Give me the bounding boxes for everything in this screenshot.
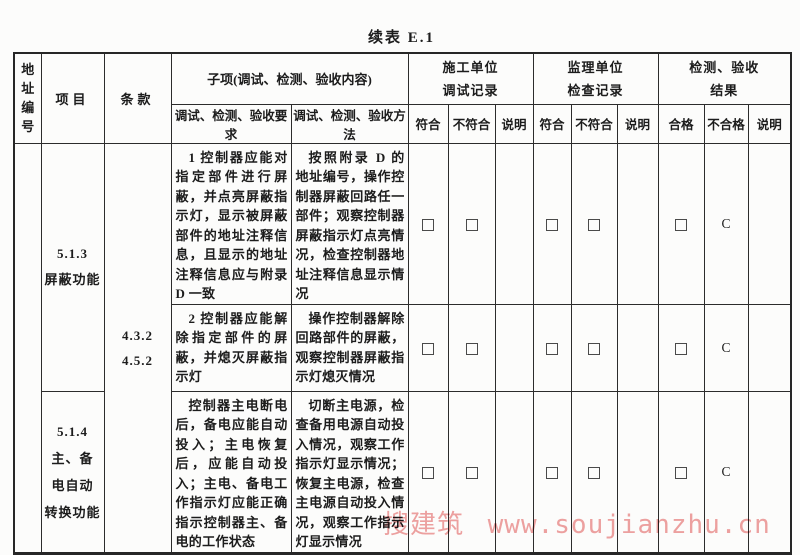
requirement-cell: 1 控制器应能对指定部件进行屏蔽，并点亮屏蔽指示灯，显示被屏蔽部件的地址注释信息… <box>170 142 292 305</box>
construction-conform-cell <box>407 303 449 392</box>
project-code: 5.1.4 <box>57 423 88 439</box>
result-category: C <box>721 339 731 355</box>
supervision-conform-cell <box>532 142 572 305</box>
inspection-record-table: 地址编号 项目 条款 子项(调试、检测、验收内容) 施工单位 调试记录 监理单位… <box>13 52 793 555</box>
header-result-pass: 合格 <box>657 103 705 144</box>
construction-note-cell <box>494 390 534 554</box>
header-requirement: 调试、检测、验收要求 <box>170 103 292 144</box>
header-construction-nonconform: 不符合 <box>447 103 496 144</box>
supervision-note-cell <box>616 142 659 305</box>
checkbox-icon[interactable] <box>675 466 688 479</box>
result-note-cell <box>747 390 792 554</box>
construction-nonconform-cell <box>447 142 496 305</box>
header-address-label: 地址编号 <box>21 62 35 135</box>
supervision-nonconform-cell <box>570 142 618 305</box>
header-clause: 条款 <box>103 52 172 144</box>
supervision-conform-cell <box>532 390 572 554</box>
method-cell: 切断主电源，检查备用电源自动投入情况，观察工作指示灯显示情况；恢复主电源，检查主… <box>290 390 409 554</box>
header-project: 项目 <box>40 52 105 144</box>
checkbox-icon[interactable] <box>465 342 478 355</box>
checkbox-icon[interactable] <box>546 342 559 355</box>
result-note-cell <box>747 142 792 305</box>
checkbox-icon[interactable] <box>465 466 478 479</box>
supervision-note-cell <box>616 303 659 392</box>
address-number-cell <box>13 142 42 554</box>
header-supervision-unit: 监理单位 检查记录 <box>532 52 659 105</box>
checkbox-icon[interactable] <box>422 218 435 231</box>
result-note-cell <box>747 303 792 392</box>
supervision-note-cell <box>616 390 659 554</box>
header-result-fail: 不合格 <box>703 103 749 144</box>
result-pass-cell <box>657 303 705 392</box>
watermark: 搜建筑 www.soujianzhu.cn <box>383 510 771 540</box>
checkbox-icon[interactable] <box>588 218 601 231</box>
construction-conform-cell <box>407 142 449 305</box>
header-supervision-note: 说明 <box>616 103 659 144</box>
result-fail-cell: C <box>703 303 749 392</box>
header-result-line2: 结果 <box>710 82 739 98</box>
checkbox-icon[interactable] <box>546 218 559 231</box>
requirement-cell: 2 控制器应能解除指定部件的屏蔽，并熄灭屏蔽指示灯 <box>170 303 292 392</box>
page-title: 续表 E.1 <box>367 30 435 46</box>
checkbox-icon[interactable] <box>465 218 478 231</box>
project-cell-514: 5.1.4 主、备 电自动 转换功能 <box>40 390 105 554</box>
construction-nonconform-cell <box>447 303 496 392</box>
header-construction-line1: 施工单位 <box>442 59 499 75</box>
construction-note-cell <box>494 142 534 305</box>
project-name: 屏蔽功能 <box>44 272 101 287</box>
header-subitem: 子项(调试、检测、验收内容) <box>170 52 409 105</box>
header-address-number: 地址编号 <box>13 52 42 144</box>
header-construction-unit: 施工单位 调试记录 <box>407 52 534 105</box>
project-code: 5.1.3 <box>57 246 88 261</box>
header-supervision-conform: 符合 <box>532 103 572 144</box>
construction-note-cell <box>494 303 534 392</box>
clause-cell: 4.3.2 4.5.2 <box>103 142 172 554</box>
header-result-line1: 检测、验收 <box>689 59 760 75</box>
clause-line2: 4.5.2 <box>122 352 153 368</box>
construction-nonconform-cell <box>447 390 496 554</box>
checkbox-icon[interactable] <box>422 466 435 479</box>
header-supervision-line1: 监理单位 <box>567 59 624 75</box>
header-construction-note: 说明 <box>494 103 534 144</box>
result-fail-cell: C <box>703 142 749 305</box>
method-cell: 按照附录 D 的地址编号，操作控制器屏蔽回路任一部件；观察控制器屏蔽指示灯点亮情… <box>290 142 409 305</box>
supervision-nonconform-cell <box>570 303 618 392</box>
checkbox-icon[interactable] <box>546 466 559 479</box>
checkbox-icon[interactable] <box>675 342 688 355</box>
requirement-cell: 控制器主电断电后，备电应能自动投入；主电恢复后，应能自动投入；主电、备电工作指示… <box>170 390 292 554</box>
checkbox-icon[interactable] <box>588 466 601 479</box>
checkbox-icon[interactable] <box>675 218 688 231</box>
header-method: 调试、检测、验收方法 <box>290 103 409 144</box>
checkbox-icon[interactable] <box>422 342 435 355</box>
result-pass-cell <box>657 142 705 305</box>
result-category: C <box>721 463 731 479</box>
project-name-line1: 主、备 <box>51 450 94 466</box>
header-result: 检测、验收 结果 <box>657 52 792 105</box>
supervision-conform-cell <box>532 303 572 392</box>
header-supervision-nonconform: 不符合 <box>570 103 618 144</box>
header-construction-line2: 调试记录 <box>442 82 499 98</box>
project-cell-513: 5.1.3 屏蔽功能 <box>40 142 105 392</box>
result-category: C <box>721 215 731 231</box>
header-result-note: 说明 <box>747 103 792 144</box>
checkbox-icon[interactable] <box>588 342 601 355</box>
header-supervision-line2: 检查记录 <box>567 82 624 98</box>
result-fail-cell: C <box>703 390 749 554</box>
method-cell: 操作控制器解除回路部件的屏蔽，观察控制器屏蔽指示灯熄灭情况 <box>290 303 409 392</box>
project-name-line2: 电自动 <box>51 477 94 493</box>
header-construction-conform: 符合 <box>407 103 449 144</box>
clause-line1: 4.3.2 <box>122 327 153 343</box>
project-name-line3: 转换功能 <box>44 504 101 520</box>
